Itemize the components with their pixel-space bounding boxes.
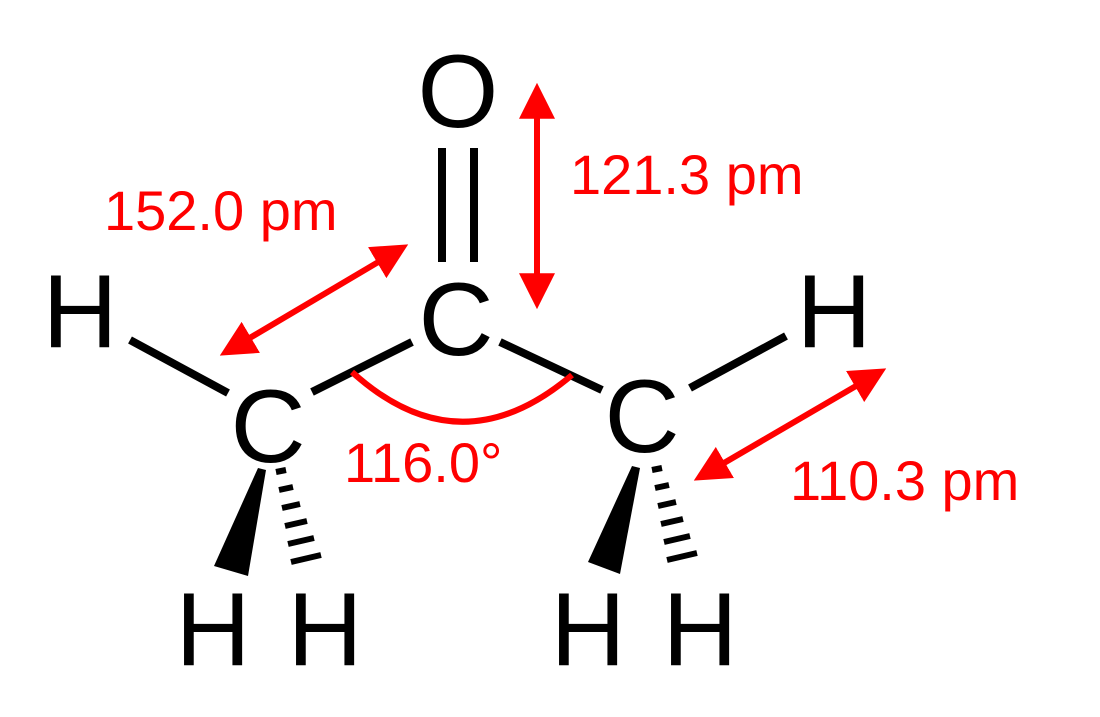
atom-hydrogen-left: H: [42, 254, 117, 370]
atom-hydrogen-right: H: [796, 254, 871, 370]
hashed-bond-left: [275, 467, 322, 565]
ch-bond-right: [688, 332, 788, 392]
cc-bond-length-label: 152.0 pm: [104, 179, 338, 242]
atom-hydrogen-left-wedge: H: [175, 572, 250, 688]
ch-bond-left: [128, 336, 230, 397]
atom-hydrogen-left-hash: H: [287, 572, 362, 688]
measurements: 152.0 pm 121.3 pm 116.0° 110.3 pm: [104, 82, 1019, 512]
atom-methyl-carbon-left: C: [230, 369, 305, 485]
atom-methyl-carbon-right: C: [604, 359, 679, 475]
wedge-bond-right: [588, 466, 640, 574]
cc-bond-right: [498, 338, 604, 394]
ch-bond-length-arrow: [693, 368, 887, 481]
atoms: O C C C H H H H H H: [42, 34, 871, 688]
cc-bond-length-arrow: [219, 244, 409, 356]
ccc-angle-arc: [349, 369, 574, 425]
atom-hydrogen-right-hash: H: [662, 572, 737, 688]
atom-hydrogen-right-wedge: H: [550, 572, 625, 688]
atom-carbonyl-carbon: C: [418, 262, 493, 378]
wedge-bond-left: [214, 468, 266, 576]
hashed-bond-right: [651, 465, 698, 563]
ch-bond-length-label: 110.3 pm: [790, 449, 1019, 512]
co-bond-length-label: 121.3 pm: [570, 143, 804, 206]
ccc-angle-label: 116.0°: [344, 431, 502, 494]
atom-oxygen: O: [418, 34, 499, 150]
